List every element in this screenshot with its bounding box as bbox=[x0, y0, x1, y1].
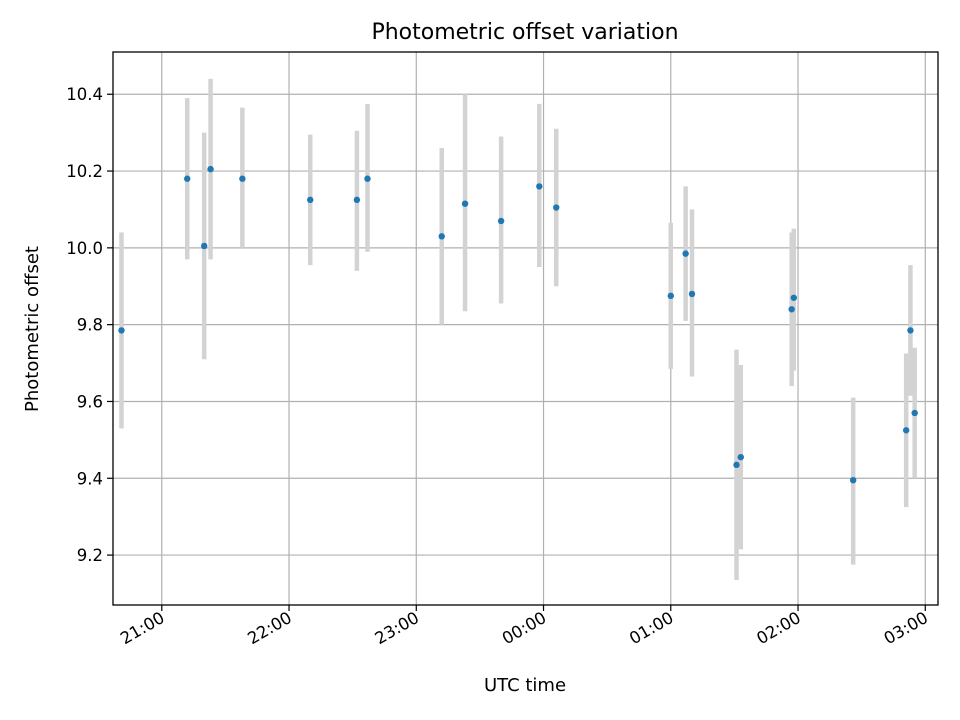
y-axis-label: Photometric offset bbox=[22, 246, 43, 412]
plot-frame bbox=[112, 51, 939, 606]
y-tick-label: 10.4 bbox=[66, 85, 103, 104]
y-tick-label: 9.2 bbox=[77, 546, 103, 565]
x-tick-label: 23:00 bbox=[372, 608, 423, 648]
data-point bbox=[911, 409, 918, 417]
x-tick-label: 00:00 bbox=[499, 608, 550, 648]
data-point bbox=[902, 427, 910, 434]
x-tick-label: 03:00 bbox=[881, 608, 932, 648]
data-point bbox=[688, 290, 696, 298]
x-tick-label: 21:00 bbox=[117, 608, 168, 648]
y-tick-label: 9.8 bbox=[77, 316, 103, 335]
y-tick-label: 9.4 bbox=[77, 469, 103, 488]
data-point bbox=[207, 165, 214, 173]
data-point bbox=[184, 175, 191, 182]
y-tick-label: 10.0 bbox=[66, 239, 103, 258]
data-point bbox=[553, 204, 560, 211]
data-point bbox=[353, 196, 361, 204]
data-point bbox=[788, 306, 795, 313]
data-point bbox=[536, 183, 543, 190]
x-tick-label: 01:00 bbox=[626, 608, 677, 648]
data-point bbox=[682, 250, 689, 257]
data-point bbox=[118, 327, 125, 334]
data-point bbox=[907, 327, 914, 334]
data-point bbox=[239, 175, 246, 182]
errorbar-layer bbox=[119, 78, 917, 581]
data-point bbox=[790, 294, 797, 301]
data-point bbox=[667, 292, 674, 300]
x-tick-label: 22:00 bbox=[244, 608, 295, 648]
x-axis-label: UTC time bbox=[484, 675, 566, 696]
data-point bbox=[849, 476, 857, 484]
y-tick-label: 9.6 bbox=[77, 392, 103, 411]
data-point bbox=[364, 175, 371, 182]
point-layer bbox=[118, 165, 918, 484]
chart-title: Photometric offset variation bbox=[371, 20, 678, 45]
y-tick-label: 10.2 bbox=[66, 162, 103, 181]
data-point bbox=[200, 242, 208, 250]
x-tick-label: 02:00 bbox=[753, 608, 804, 648]
tick-layer: 21:00 22:00 23:00 00:00 01:00 02:00 03:00 9.2 9.… bbox=[66, 85, 931, 648]
data-point bbox=[461, 200, 469, 207]
data-point bbox=[733, 461, 740, 469]
data-point bbox=[737, 453, 744, 461]
data-point bbox=[438, 233, 445, 240]
grid-layer bbox=[113, 52, 938, 605]
data-point bbox=[307, 196, 314, 204]
data-point bbox=[497, 217, 505, 225]
